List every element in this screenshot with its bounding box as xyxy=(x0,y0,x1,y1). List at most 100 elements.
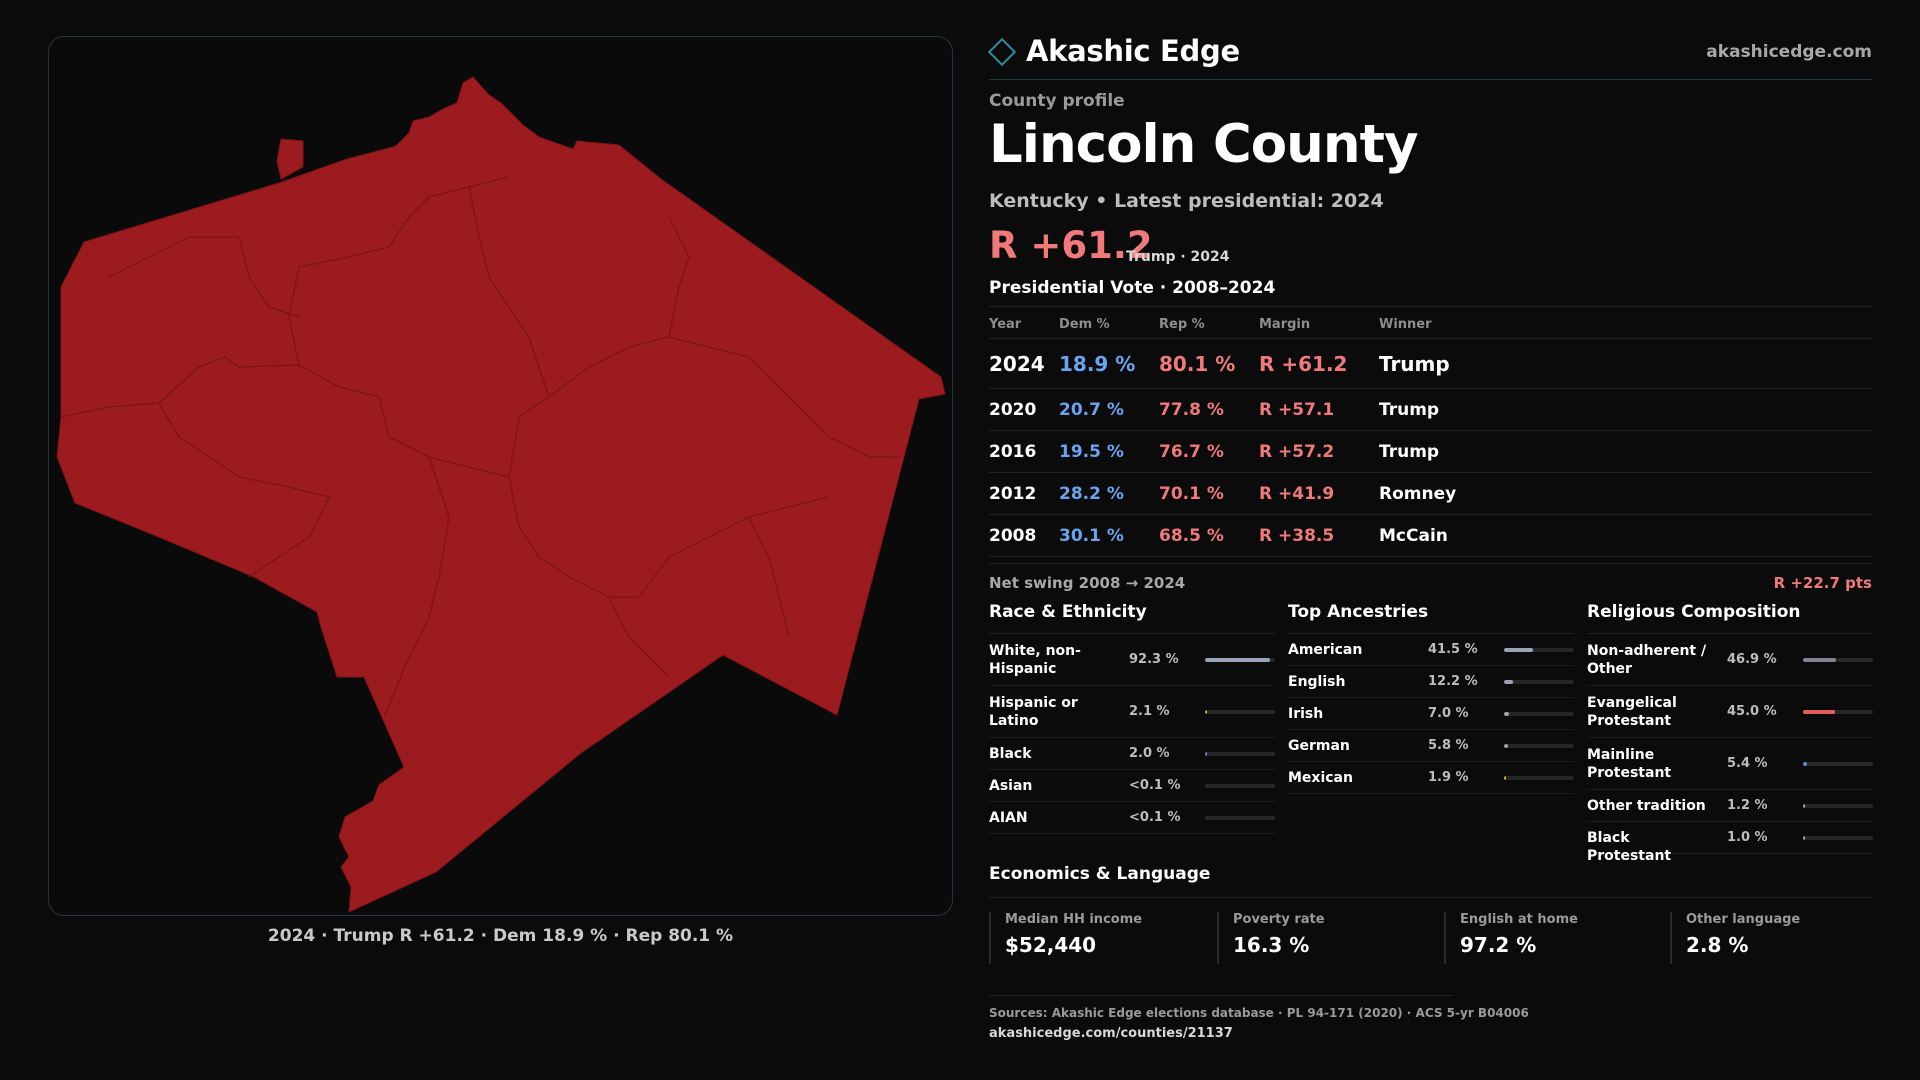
demo-bar-track xyxy=(1803,836,1873,840)
demo-label: Mainline Protestant xyxy=(1587,747,1672,781)
table-row: 2008 30.1 % 68.5 % R +38.5 McCain xyxy=(989,515,1872,557)
demo-bar-track xyxy=(1504,680,1574,684)
row-winner: Trump xyxy=(1379,352,1450,376)
demo-value: 41.5 % xyxy=(1428,642,1478,657)
demo-label: White, non-Hispanic xyxy=(989,643,1081,677)
row-margin: R +61.2 xyxy=(1259,352,1348,376)
econ-card-other-language: Other language 2.8 % xyxy=(1670,912,1800,964)
demo-bar-track xyxy=(1803,658,1873,662)
vote-table: Year Dem % Rep % Margin Winner 2024 18.9… xyxy=(989,306,1872,557)
row-dem: 18.9 % xyxy=(1059,352,1136,376)
demo-bar-fill xyxy=(1504,680,1513,684)
demo-row: Mexican 1.9 % xyxy=(1288,762,1574,794)
sources-text: Sources: Akashic Edge elections database… xyxy=(989,1006,1529,1020)
demo-bar-fill xyxy=(1504,744,1509,748)
demo-row: AIAN <0.1 % xyxy=(989,802,1275,834)
demo-bar-track xyxy=(1205,816,1275,820)
header-dem: Dem % xyxy=(1059,317,1110,332)
ancestries-table: Top Ancestries American 41.5 % English 12.2… xyxy=(1288,602,1574,794)
row-rep: 70.1 % xyxy=(1159,484,1224,504)
demo-bar-fill xyxy=(1803,658,1836,662)
vote-section-title: Presidential Vote · 2008–2024 xyxy=(989,278,1276,298)
brand-url-link[interactable]: akashicedge.com xyxy=(1706,42,1872,62)
demo-label: Black Protestant xyxy=(1587,830,1672,864)
demo-bar-track xyxy=(1504,776,1574,780)
row-year: 2008 xyxy=(989,526,1037,546)
demo-row: Mainline Protestant 5.4 % xyxy=(1587,738,1873,790)
profile-eyebrow: County profile xyxy=(989,91,1125,111)
table-row: 2024 18.9 % 80.1 % R +61.2 Trump xyxy=(989,339,1872,389)
demo-bar-track xyxy=(1205,710,1275,714)
demo-label: Other tradition xyxy=(1587,798,1706,814)
demo-value: 12.2 % xyxy=(1428,674,1478,689)
header-rep: Rep % xyxy=(1159,317,1205,332)
row-winner: McCain xyxy=(1379,526,1448,546)
county-shape[interactable] xyxy=(56,76,946,913)
demo-value: 46.9 % xyxy=(1727,652,1777,667)
religion-title: Religious Composition xyxy=(1587,602,1873,634)
header-winner: Winner xyxy=(1379,317,1432,332)
econ-card-value: $52,440 xyxy=(1005,933,1097,957)
demo-bar-fill xyxy=(1803,710,1835,714)
demo-bar-fill xyxy=(1504,712,1509,716)
econ-card-label: English at home xyxy=(1460,912,1578,927)
economics-cards: Median HH income $52,440 Poverty rate 16… xyxy=(989,897,1872,969)
headline-margin-sub: Trump · 2024 xyxy=(1126,249,1230,265)
row-margin: R +57.2 xyxy=(1259,442,1335,462)
demo-label: American xyxy=(1288,642,1363,658)
county-map[interactable] xyxy=(48,36,953,916)
demo-label: Black xyxy=(989,746,1032,762)
demo-value: 1.9 % xyxy=(1428,770,1469,785)
demo-row: Hispanic or Latino 2.1 % xyxy=(989,686,1275,738)
precinct-boundaries xyxy=(60,176,899,718)
demo-value: 1.2 % xyxy=(1727,798,1768,813)
row-dem: 28.2 % xyxy=(1059,484,1124,504)
header-margin: Margin xyxy=(1259,317,1311,332)
brand-name: Akashic Edge xyxy=(1026,34,1240,68)
demo-bar-track xyxy=(1504,744,1574,748)
demo-value: <0.1 % xyxy=(1129,810,1181,825)
demo-bar-fill xyxy=(1803,804,1805,808)
econ-card-value: 16.3 % xyxy=(1233,933,1310,957)
county-url-link[interactable]: akashicedge.com/counties/21137 xyxy=(989,1026,1233,1041)
demo-bar-fill xyxy=(1504,776,1506,780)
county-outline xyxy=(56,76,946,913)
page-title: Lincoln County xyxy=(989,114,1419,175)
demo-value: 45.0 % xyxy=(1727,704,1777,719)
demo-value: 5.8 % xyxy=(1428,738,1469,753)
demo-bar-track xyxy=(1803,804,1873,808)
headline-margin: R +61.2 xyxy=(989,224,1153,267)
brand-header: Akashic Edge akashicedge.com xyxy=(987,34,1872,80)
econ-card-value: 2.8 % xyxy=(1686,933,1749,957)
row-margin: R +57.1 xyxy=(1259,400,1335,420)
demo-row: Other tradition 1.2 % xyxy=(1587,790,1873,822)
demo-label: Mexican xyxy=(1288,770,1353,786)
map-caption: 2024 · Trump R +61.2 · Dem 18.9 % · Rep … xyxy=(267,926,734,946)
row-year: 2024 xyxy=(989,352,1045,376)
row-winner: Romney xyxy=(1379,484,1457,504)
demo-bar-track xyxy=(1205,752,1275,756)
demo-bar-track xyxy=(1205,658,1275,662)
demo-row: English 12.2 % xyxy=(1288,666,1574,698)
header-year: Year xyxy=(989,317,1022,332)
row-rep: 76.7 % xyxy=(1159,442,1224,462)
demo-bar-track xyxy=(1205,784,1275,788)
demo-value: 7.0 % xyxy=(1428,706,1469,721)
net-swing-row: Net swing 2008 → 2024 R +22.7 pts xyxy=(989,563,1872,595)
row-rep: 77.8 % xyxy=(1159,400,1224,420)
demo-value: 92.3 % xyxy=(1129,652,1179,667)
row-winner: Trump xyxy=(1379,400,1440,420)
net-swing-label: Net swing 2008 → 2024 xyxy=(989,574,1186,592)
demo-value: 1.0 % xyxy=(1727,830,1768,845)
race-ethnicity-table: Race & Ethnicity White, non-Hispanic 92.3… xyxy=(989,602,1275,834)
econ-card-value: 97.2 % xyxy=(1460,933,1537,957)
demo-label: Irish xyxy=(1288,706,1324,722)
demo-row: German 5.8 % xyxy=(1288,730,1574,762)
diamond-logo-icon xyxy=(987,37,1017,67)
demo-label: Asian xyxy=(989,778,1033,794)
demo-bar-fill xyxy=(1504,648,1534,652)
demo-row: Black Protestant 1.0 % xyxy=(1587,822,1873,864)
demo-bar-track xyxy=(1803,762,1873,766)
demo-bar-track xyxy=(1803,710,1873,714)
demo-value: <0.1 % xyxy=(1129,778,1181,793)
